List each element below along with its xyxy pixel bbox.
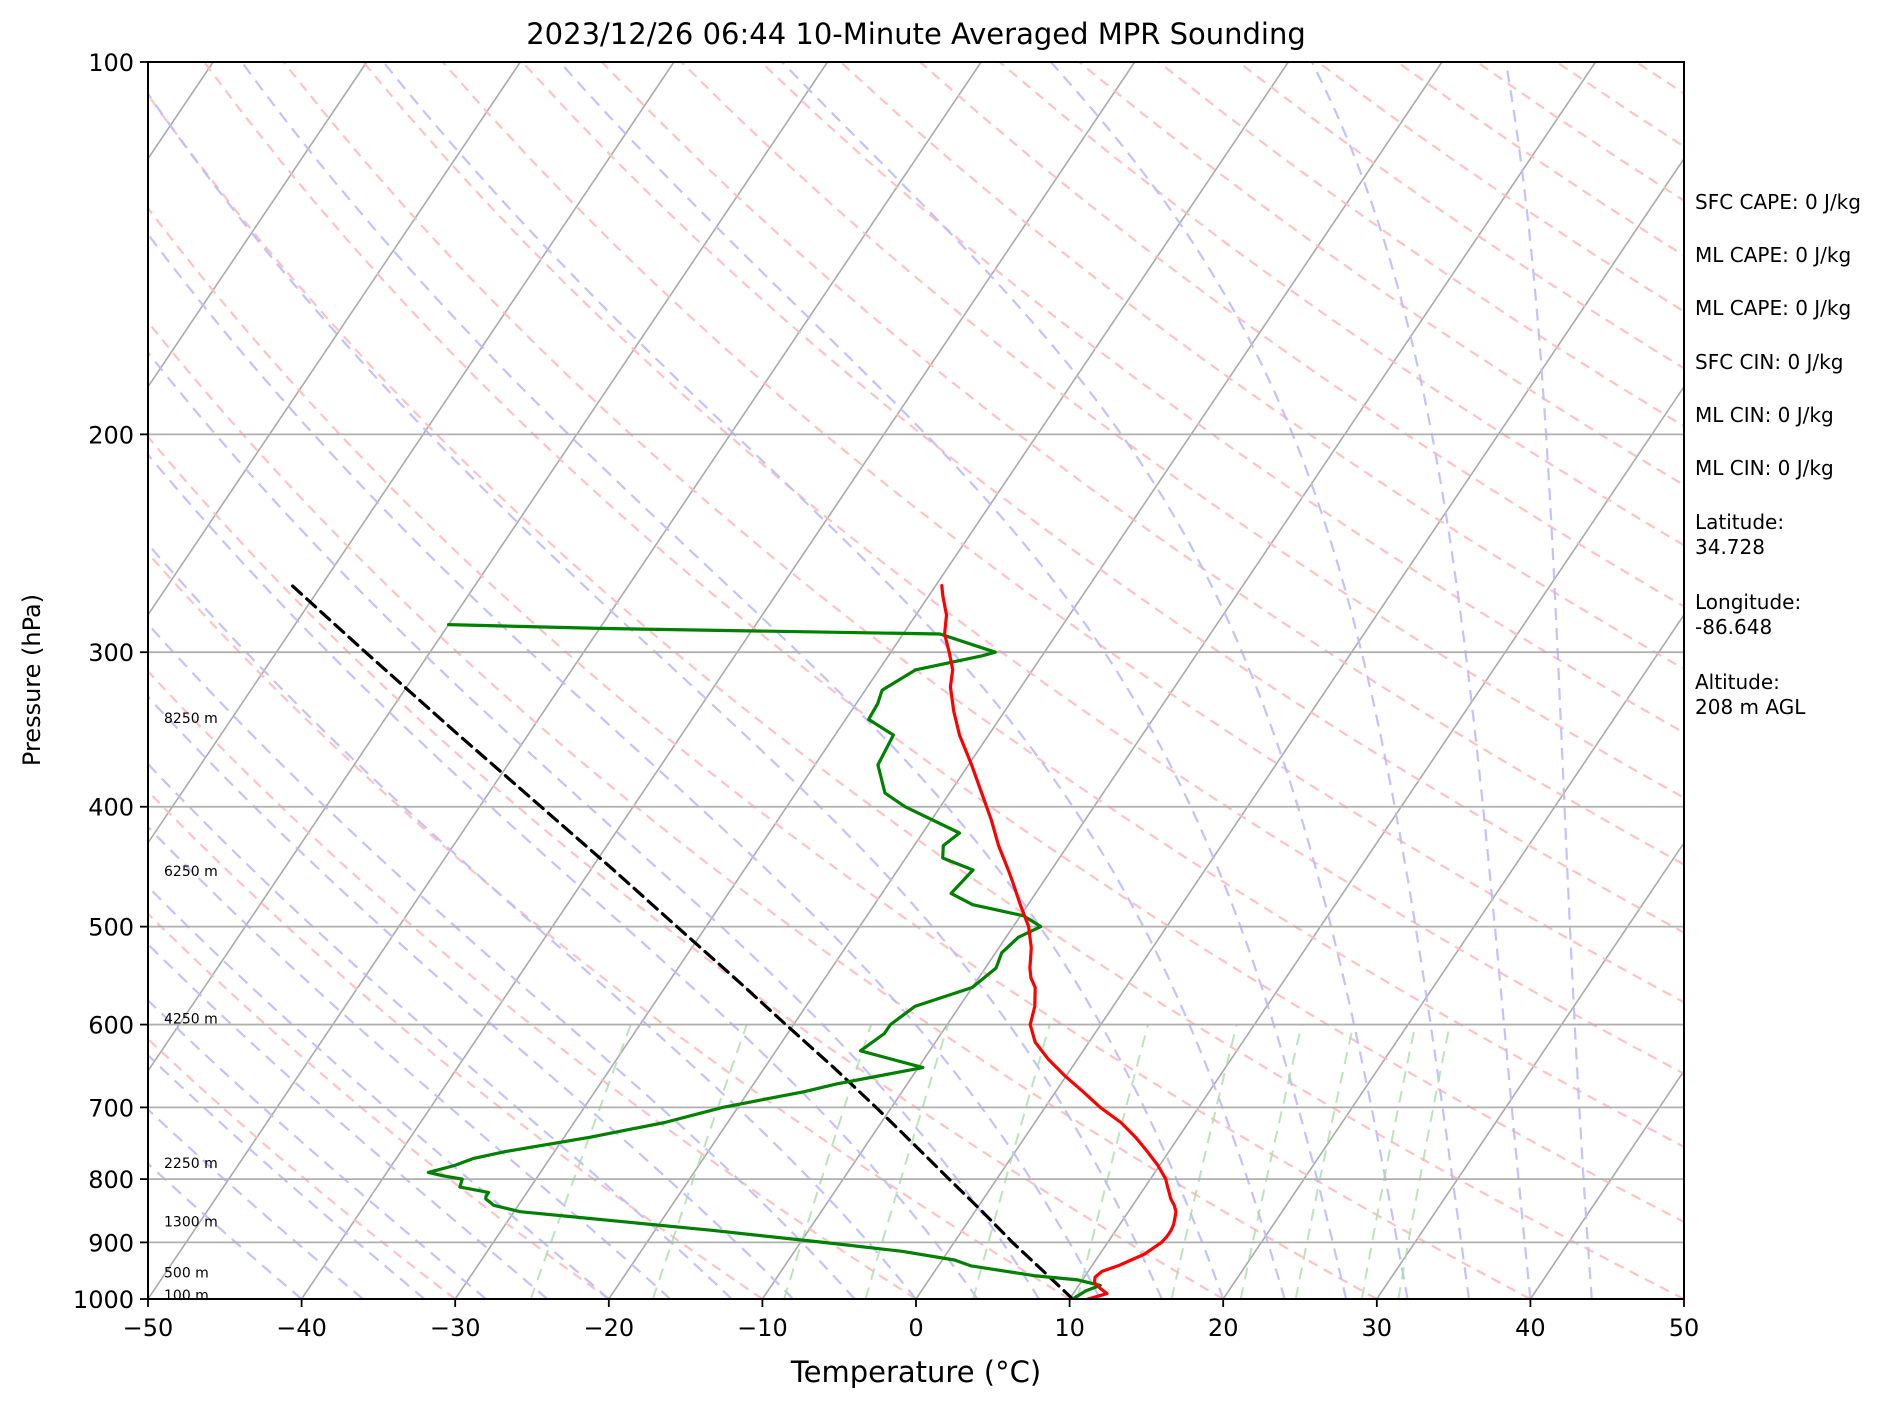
stat-latitude: Latitude: 34.728 <box>1695 510 1785 559</box>
x-tick-label: 30 <box>1362 1314 1393 1342</box>
x-tick-label: 40 <box>1515 1314 1546 1342</box>
y-tick-label: 700 <box>88 1094 134 1122</box>
stat-ml-cin: ML CIN: 0 J/kg <box>1695 403 1834 427</box>
moist-adiabat-line <box>240 62 1225 1299</box>
isotherm-line <box>300 62 1136 1299</box>
x-tick-label: −50 <box>123 1314 174 1342</box>
stat-ml-cape-2: ML CAPE: 0 J/kg <box>1695 296 1852 320</box>
y-tick-label: 800 <box>88 1166 134 1194</box>
axes: −50 −40 −30 −20 −10 0 10 20 30 40 50 100 200 300 400 50… <box>73 49 1699 1342</box>
y-tick-label: 100 <box>88 49 134 77</box>
dry-adiabat-line <box>148 320 1378 1299</box>
parcel-profile-line <box>290 584 1075 1299</box>
height-labels: 100 m 500 m 1300 m 2250 m 4250 m 6250 m 8250 m <box>164 711 218 1304</box>
dry-adiabat-line <box>148 93 1684 1299</box>
stat-ml-cape: ML CAPE: 0 J/kg <box>1695 243 1852 267</box>
chart-title: 2023/12/26 06:44 10-Minute Averaged MPR … <box>526 17 1306 51</box>
dry-adiabat-line <box>148 789 764 1299</box>
dry-adiabat-line <box>521 62 1684 934</box>
moist-adiabat-line <box>558 62 1348 1299</box>
pressure-grid <box>148 433 1684 1244</box>
moist-adiabat-line <box>148 885 610 1299</box>
dry-adiabat-line <box>203 62 1684 1224</box>
isotherm-line <box>1529 1069 1684 1299</box>
moist-adiabat-line <box>148 542 917 1299</box>
y-tick-label: 1000 <box>73 1286 134 1314</box>
x-tick-label: −20 <box>583 1314 634 1342</box>
dry-adiabat-line <box>148 1037 456 1299</box>
dry-adiabat-line <box>148 551 1071 1299</box>
isotherm-line <box>454 62 1289 1299</box>
moist-adiabat-line <box>1504 62 1593 1299</box>
moist-adiabat-line <box>781 62 1409 1299</box>
isotherm-line <box>1376 841 1684 1299</box>
isotherm-line <box>608 62 1443 1299</box>
dry-adiabat-line <box>148 669 917 1299</box>
y-tick-label: 400 <box>88 794 134 822</box>
stat-sfc-cape: SFC CAPE: 0 J/kg <box>1695 190 1861 214</box>
moist-adiabat-line <box>148 762 733 1299</box>
dry-adiabat-line <box>441 62 1684 1004</box>
x-tick-label: 50 <box>1669 1314 1700 1342</box>
isotherm-line <box>148 62 829 1073</box>
moist-adiabat-line <box>148 232 1102 1299</box>
height-label: 6250 m <box>164 864 218 880</box>
height-label: 1300 m <box>164 1215 218 1231</box>
moist-adiabat-line <box>148 825 671 1299</box>
x-tick-label: −40 <box>276 1314 327 1342</box>
moist-adiabat-line <box>148 942 549 1299</box>
background-lines <box>148 62 1684 1299</box>
stat-altitude: Altitude: 208 m AGL <box>1695 670 1806 719</box>
y-tick-label: 300 <box>88 639 134 667</box>
moist-adiabat-line <box>148 622 856 1299</box>
moist-adiabat-line <box>1049 62 1471 1299</box>
dry-adiabat-line <box>282 62 1684 1149</box>
moist-adiabat-line <box>148 452 979 1299</box>
x-axis-label: Temperature (°C) <box>790 1355 1041 1389</box>
moist-adiabat-line <box>148 695 794 1299</box>
isotherm-line <box>148 62 368 389</box>
isotherm-line <box>1068 385 1684 1299</box>
y-tick-label: 600 <box>88 1012 134 1040</box>
moist-adiabat-line <box>382 62 1286 1299</box>
y-axis-label: Pressure (hPa) <box>18 594 46 766</box>
y-tick-label: 200 <box>88 421 134 449</box>
dewpoint-profile-line <box>426 623 1102 1299</box>
height-label: 8250 m <box>164 711 218 727</box>
x-tick-label: −10 <box>737 1314 788 1342</box>
stat-ml-cin-2: ML CIN: 0 J/kg <box>1695 456 1834 480</box>
x-tick-label: −30 <box>430 1314 481 1342</box>
isotherm-line <box>1222 613 1684 1299</box>
dry-adiabat-line <box>919 62 1684 608</box>
isotherm-line <box>148 62 675 845</box>
y-tick-label: 900 <box>88 1229 134 1257</box>
isotherm-line <box>148 62 982 1299</box>
x-tick-label: 20 <box>1208 1314 1239 1342</box>
stat-longitude: Longitude: -86.648 <box>1695 590 1802 639</box>
height-label: 4250 m <box>164 1011 218 1027</box>
isotherm-line <box>761 62 1597 1299</box>
isotherm-line <box>915 157 1684 1299</box>
moist-adiabat-line <box>1310 62 1532 1299</box>
height-label: 100 m <box>164 1288 209 1304</box>
dry-adiabat-line <box>680 62 1684 800</box>
profiles <box>290 584 1178 1299</box>
isotherm-line <box>148 62 521 617</box>
height-label: 2250 m <box>164 1156 218 1172</box>
height-label: 500 m <box>164 1266 209 1282</box>
x-tick-label: 10 <box>1054 1314 1085 1342</box>
temperature-profile-line <box>940 584 1178 1299</box>
y-tick-label: 500 <box>88 914 134 942</box>
x-tick-label: 0 <box>908 1314 923 1342</box>
stat-sfc-cin: SFC CIN: 0 J/kg <box>1695 350 1844 374</box>
